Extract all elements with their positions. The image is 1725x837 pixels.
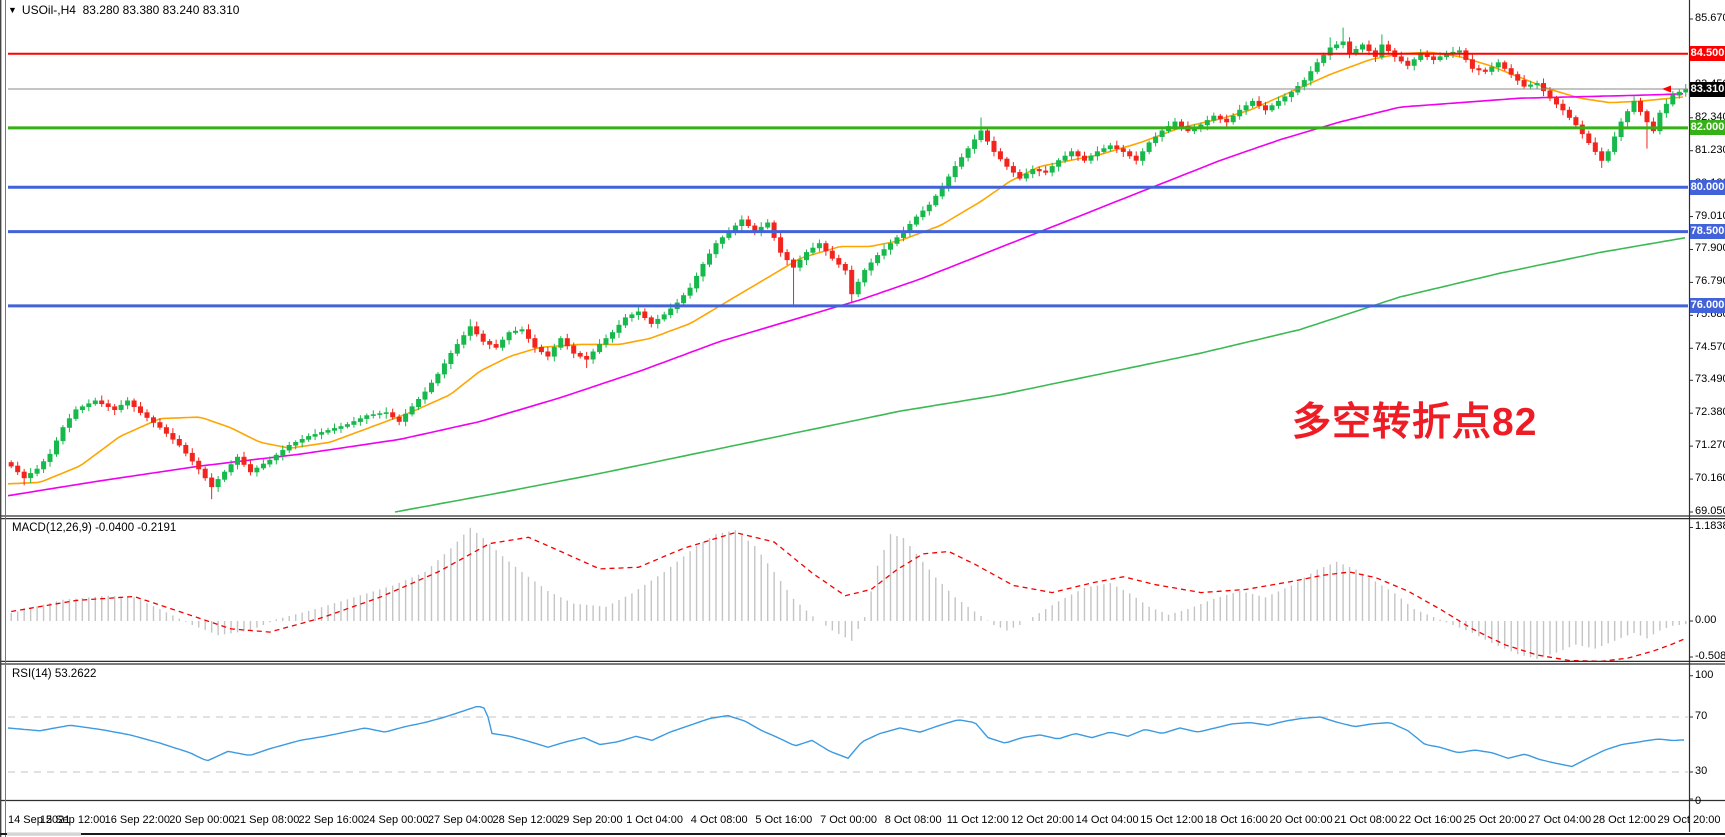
ma-line-slow-green [394, 237, 1686, 513]
bottom-scrollbar-thumb[interactable] [7, 832, 81, 836]
macd-panel [10, 527, 1687, 661]
window-bottom-edge [0, 833, 1725, 835]
main-price-panel [7, 27, 1688, 513]
annotation-text[interactable]: 多空转折点82 [1292, 401, 1538, 444]
ma-line-mid-magenta [7, 93, 1684, 497]
symbol-title: USOil-,H4 [21, 3, 76, 17]
candlestick-series [8, 27, 1688, 500]
rsi-panel [7, 706, 1688, 773]
rsi-line [7, 706, 1685, 768]
macd-signal-line [11, 531, 1687, 661]
macd-panel-title: MACD(12,26,9) -0.0400 -0.2191 [12, 522, 177, 534]
ohlc-values: 83.280 83.380 83.240 83.310 [82, 3, 240, 17]
symbol-dropdown-icon[interactable]: ▼ [8, 5, 17, 15]
chart-header: ▼ USOil-,H4 83.280 83.380 83.240 83.310 [8, 3, 239, 17]
rsi-panel-title: RSI(14) 53.2622 [12, 668, 97, 680]
last-price-marker-icon [1662, 85, 1671, 93]
macd-histogram [10, 527, 1687, 659]
